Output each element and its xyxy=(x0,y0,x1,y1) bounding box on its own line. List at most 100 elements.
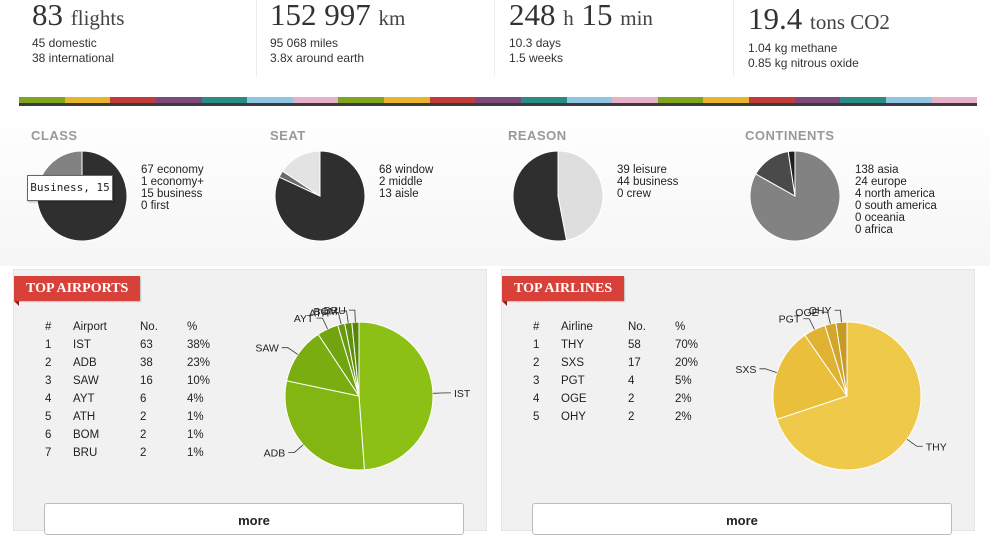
table-cell: BRU xyxy=(73,444,140,462)
pie-slice-leisure[interactable] xyxy=(558,151,603,240)
table-cell: 4 xyxy=(45,390,73,408)
ribbon-fold xyxy=(502,301,507,306)
legend-item: 67 economy xyxy=(141,164,204,176)
table-cell: PGT xyxy=(561,372,628,390)
pie-label: SXS xyxy=(735,364,756,376)
pie-slice-business[interactable] xyxy=(513,151,566,241)
group-title-reason: REASON xyxy=(508,128,567,143)
table-cell: 63 xyxy=(140,336,187,354)
stat-flights: 83 flights 45 domestic 38 international xyxy=(32,0,124,95)
legend-item: 1 economy+ xyxy=(141,176,204,188)
table-cell: 1% xyxy=(187,444,227,462)
stat-emissions: 19.4 tons CO2 1.04 kg methane 0.85 kg ni… xyxy=(748,0,890,95)
table-cell: 2% xyxy=(675,408,715,426)
continents-pie-chart[interactable] xyxy=(749,150,841,242)
table-cell: BOM xyxy=(73,426,140,444)
stat-sub: 45 domestic xyxy=(32,36,124,51)
legend-item: 0 south america xyxy=(855,200,937,212)
table-cell: IST xyxy=(73,336,140,354)
table-cell: 1 xyxy=(45,336,73,354)
pie-label-connector xyxy=(759,369,776,373)
table-cell: 1% xyxy=(187,408,227,426)
table-cell: 16 xyxy=(140,372,187,390)
table-cell: 38% xyxy=(187,336,227,354)
legend-item: 0 crew xyxy=(617,188,678,200)
col-header: # xyxy=(45,318,73,336)
table-cell: AYT xyxy=(73,390,140,408)
stat-duration: 248 h 15 min 10.3 days 1.5 weeks xyxy=(509,0,653,95)
table-cell: 2 xyxy=(140,426,187,444)
pie-label: IST xyxy=(454,388,471,400)
pie-label: SAW xyxy=(255,343,279,355)
legend-item: 24 europe xyxy=(855,176,937,188)
airports-more-button[interactable]: more xyxy=(44,503,464,535)
stat-sub: 10.3 days xyxy=(509,36,653,51)
table-cell: ADB xyxy=(73,354,140,372)
stat-unit: h xyxy=(563,6,574,30)
pie-label-connector xyxy=(907,439,923,446)
seat-pie-chart[interactable] xyxy=(274,150,366,242)
table-cell: 2 xyxy=(628,408,675,426)
legend-item: 4 north america xyxy=(855,188,937,200)
top-airlines-title: TOP AIRLINES xyxy=(502,276,624,301)
stat-sub: 1.04 kg methane xyxy=(748,41,890,56)
stat-unit: flights xyxy=(71,6,125,30)
stat-sub: 1.5 weeks xyxy=(509,51,653,66)
reason-legend: 39 leisure 44 business 0 crew xyxy=(617,164,678,200)
legend-item: 68 window xyxy=(379,164,433,176)
group-title-continents: CONTINENTS xyxy=(745,128,835,143)
reason-pie-chart[interactable] xyxy=(512,150,604,242)
stat-sub: 38 international xyxy=(32,51,124,66)
legend-item: 2 middle xyxy=(379,176,433,188)
stat-sub: 0.85 kg nitrous oxide xyxy=(748,56,890,71)
class-legend: 67 economy 1 economy+ 15 business 0 firs… xyxy=(141,164,204,212)
table-cell: 6 xyxy=(45,426,73,444)
airlines-more-button[interactable]: more xyxy=(532,503,952,535)
table-cell: 5 xyxy=(45,408,73,426)
pie-label: BRU xyxy=(324,305,346,317)
pie-label-connector xyxy=(288,445,303,453)
table-cell: 1 xyxy=(533,336,561,354)
table-cell: 3 xyxy=(533,372,561,390)
table-cell: 4 xyxy=(628,372,675,390)
table-cell: 5 xyxy=(533,408,561,426)
table-cell: OHY xyxy=(561,408,628,426)
table-cell: 7 xyxy=(45,444,73,462)
table-cell: 20% xyxy=(675,354,715,372)
legend-item: 39 leisure xyxy=(617,164,678,176)
table-cell: 38 xyxy=(140,354,187,372)
stat-sub: 3.8x around earth xyxy=(270,51,405,66)
table-cell: 23% xyxy=(187,354,227,372)
stat-unit: km xyxy=(379,6,406,30)
legend-item: 138 asia xyxy=(855,164,937,176)
table-cell: 4 xyxy=(533,390,561,408)
table-cell: 2 xyxy=(533,354,561,372)
pie-label-connector xyxy=(803,319,814,330)
table-cell: 4% xyxy=(187,390,227,408)
legend-item: 44 business xyxy=(617,176,678,188)
table-cell: SXS xyxy=(561,354,628,372)
col-header: Airline xyxy=(561,318,628,336)
pie-slice-IST[interactable] xyxy=(359,322,433,470)
pie-label-connector xyxy=(834,310,841,322)
table-cell: THY xyxy=(561,336,628,354)
col-header: Airport xyxy=(73,318,140,336)
col-header: % xyxy=(187,318,227,336)
continents-legend: 138 asia 24 europe 4 north america 0 sou… xyxy=(855,164,937,236)
pie-label-connector xyxy=(349,310,356,322)
pie-label-connector xyxy=(316,318,327,329)
divider xyxy=(494,0,495,76)
